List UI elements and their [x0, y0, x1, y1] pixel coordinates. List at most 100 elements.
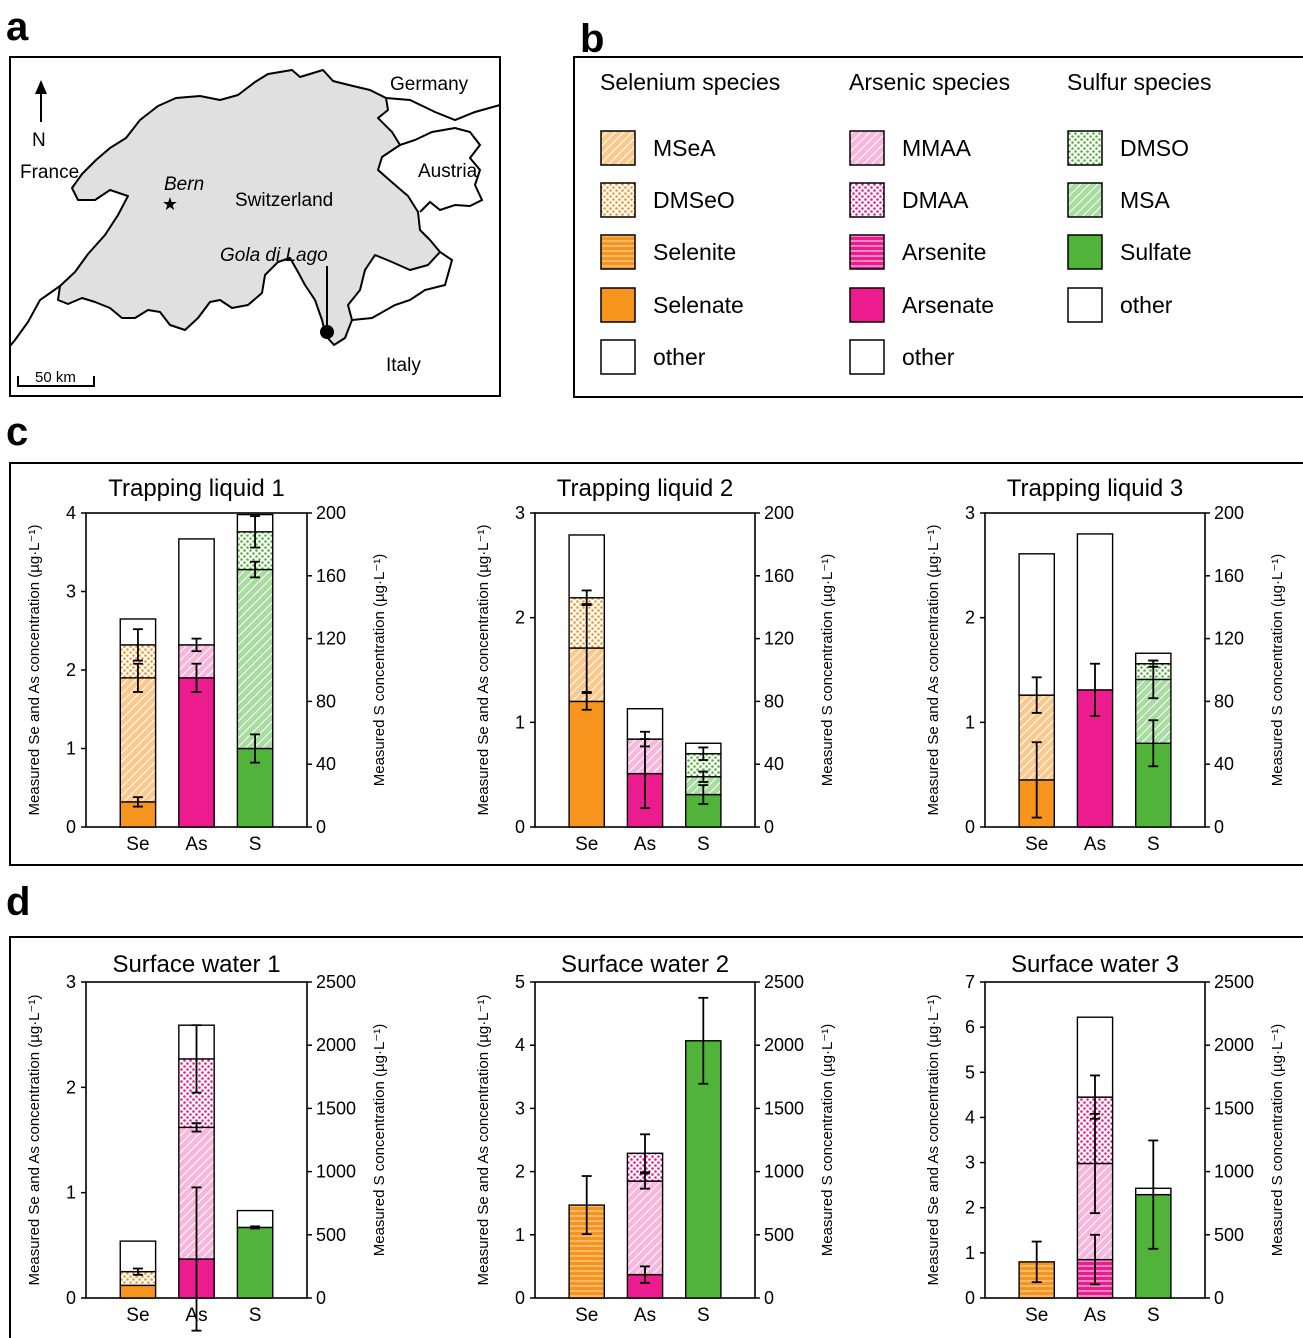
y-tick-label: 0 — [66, 817, 76, 837]
category-label: S — [249, 834, 262, 855]
category-label: S — [697, 834, 710, 855]
austria-border-line — [399, 126, 484, 213]
category-label: Se — [575, 834, 598, 855]
category-label: As — [634, 1305, 656, 1326]
y2-tick-label: 0 — [316, 1288, 326, 1308]
y-tick-label: 3 — [66, 972, 76, 992]
error-bar — [1031, 1240, 1042, 1284]
y2-tick-label: 40 — [764, 754, 784, 774]
y-tick-label: 1 — [66, 739, 76, 759]
y-tick-label: 2 — [66, 1077, 76, 1097]
y-axis-label: Measured Se and As concentration (µg·L⁻¹… — [475, 995, 492, 1286]
bern-star-icon: ★ — [162, 194, 178, 214]
legend-frame — [573, 56, 1303, 398]
y-tick-label: 1 — [66, 1183, 76, 1203]
error-bar — [191, 1122, 202, 1133]
category-label: Se — [126, 1305, 149, 1326]
category-label: S — [697, 1305, 710, 1326]
legend-label-msea-1: MSeA — [653, 135, 716, 161]
error-bar — [1090, 1233, 1100, 1286]
y2-tick-label: 0 — [764, 817, 774, 837]
error-bar — [191, 637, 202, 653]
y-tick-label: 1 — [515, 712, 525, 732]
bar-segment-se-other — [1018, 553, 1055, 696]
error-bar — [698, 784, 709, 805]
error-bar — [698, 746, 709, 761]
bar-segment-se-other — [119, 1240, 157, 1273]
legend-swatch-other-2 — [849, 339, 885, 375]
y2-tick-label: 160 — [1214, 566, 1244, 586]
bar-segment-as-other — [178, 538, 215, 646]
legend-swatch-other-3 — [1067, 287, 1103, 323]
legend-label-msa-3: MSA — [1120, 187, 1171, 213]
y-tick-label: 0 — [515, 817, 525, 837]
y-axis-label: Measured Se and As concentration (µg·L⁻¹… — [925, 525, 942, 816]
germany-border-line — [385, 97, 501, 122]
y2-tick-label: 80 — [316, 691, 336, 711]
error-bar — [640, 1265, 650, 1284]
y2-tick-label: 0 — [316, 817, 326, 837]
category-label: Se — [126, 834, 149, 855]
y-axis-label: Measured Se and As concentration (µg·L⁻¹… — [475, 525, 492, 816]
panel-label-c: c — [6, 410, 28, 454]
error-bar — [640, 1133, 650, 1174]
y2-axis-label: Measured S concentration (µg·L⁻¹) — [371, 554, 388, 787]
y2-tick-label: 80 — [764, 691, 784, 711]
error-bar — [1148, 1139, 1159, 1250]
legend-label-mmaa-2: MMAA — [902, 135, 972, 161]
y-tick-label: 3 — [965, 1153, 975, 1173]
y2-tick-label: 1000 — [764, 1162, 804, 1182]
legend-swatch-arsenite-2 — [849, 234, 885, 270]
y-tick-label: 1 — [965, 712, 975, 732]
y-tick-label: 2 — [965, 608, 975, 628]
chart-3: Trapping liquid 3 0 1 2 3 0 40 80 120 160 200 Measu… — [925, 475, 1286, 855]
bar-segment-as-mmaa — [626, 1180, 664, 1276]
error-bar — [132, 662, 143, 693]
y2-axis-label: Measured S concentration (µg·L⁻¹) — [819, 554, 836, 787]
error-bar — [640, 730, 650, 748]
y-tick-label: 5 — [515, 972, 525, 992]
bar-segment-as-arsenate — [178, 677, 215, 828]
y2-axis-label: Measured S concentration (µg·L⁻¹) — [1269, 1024, 1286, 1257]
legend-label-dmseo-1: DMSeO — [653, 187, 735, 213]
legend-swatch-mmaa-2 — [849, 130, 885, 166]
error-bar — [640, 1172, 650, 1190]
bar-segment-s-msa — [236, 568, 274, 750]
error-bar — [581, 589, 592, 607]
chart-title: Trapping liquid 2 — [557, 475, 734, 502]
legend-swatch-other-1 — [600, 339, 636, 375]
chart-title: Trapping liquid 3 — [1007, 475, 1184, 502]
y-tick-label: 3 — [515, 503, 525, 523]
legend-panel: Selenium species MSeA DMSeO Selenite Selenat… — [573, 56, 1303, 398]
y2-tick-label: 200 — [764, 503, 794, 523]
y-tick-label: 4 — [965, 1107, 975, 1127]
y2-tick-label: 200 — [1214, 503, 1244, 523]
bar-segment-se-selenate — [119, 1284, 157, 1299]
y2-tick-label: 0 — [1214, 1288, 1224, 1308]
y-tick-label: 2 — [515, 608, 525, 628]
y2-axis-label: Measured S concentration (µg·L⁻¹) — [371, 1024, 388, 1257]
y2-tick-label: 40 — [316, 754, 336, 774]
error-bar — [581, 1175, 592, 1236]
error-bar — [191, 1024, 202, 1094]
y2-tick-label: 2500 — [764, 972, 804, 992]
legend-label-other-3: other — [1120, 292, 1173, 318]
panel-label-b: b — [580, 17, 604, 61]
panel-label-a: a — [6, 5, 29, 49]
category-label: As — [185, 834, 207, 855]
category-label: As — [1084, 1305, 1106, 1326]
error-bar — [1090, 662, 1100, 717]
chart-title: Trapping liquid 1 — [108, 475, 285, 502]
legend-swatch-arsenate-2 — [849, 287, 885, 323]
y2-axis-label: Measured S concentration (µg·L⁻¹) — [1269, 554, 1286, 787]
y2-tick-label: 0 — [1214, 817, 1224, 837]
error-bar — [1148, 719, 1159, 768]
category-label: Se — [575, 1305, 598, 1326]
y-tick-label: 0 — [965, 1288, 975, 1308]
panel-d-frame — [9, 936, 1303, 1338]
category-label: S — [1147, 1305, 1160, 1326]
bar-segment-s-sulfate — [685, 793, 722, 828]
chart-1: Trapping liquid 10123404080120160200Meas… — [26, 475, 388, 855]
error-bar — [698, 996, 709, 1085]
